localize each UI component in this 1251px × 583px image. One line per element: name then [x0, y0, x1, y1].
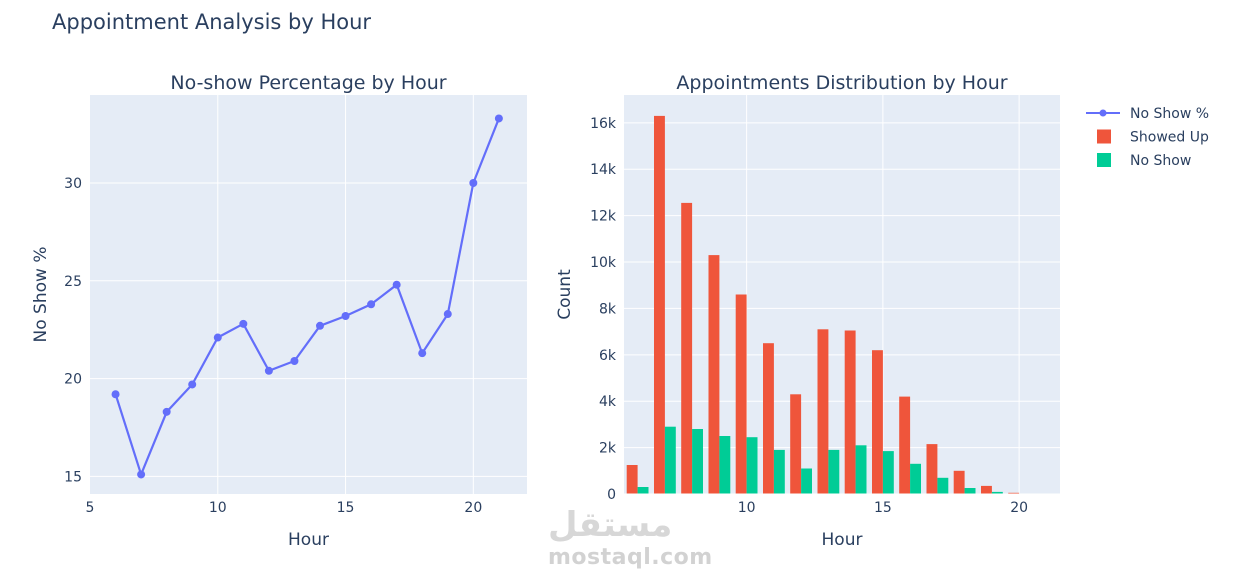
- bar-no-show: [910, 463, 921, 494]
- legend-label: No Show %: [1130, 106, 1209, 122]
- y-tick-label: 16k: [590, 116, 617, 132]
- bar-no-show: [855, 445, 867, 494]
- y-tick-label: 20: [64, 372, 82, 388]
- watermark-logo: مستقل mostaql.com: [540, 505, 713, 575]
- bar-showed-up: [899, 396, 911, 494]
- watermark-arabic: مستقل: [548, 505, 673, 545]
- x-tick-label: 20: [464, 500, 482, 516]
- y-tick-label: 6k: [599, 348, 617, 364]
- bar-no-show: [637, 487, 649, 494]
- legend-marker-symbol: [1099, 109, 1107, 117]
- y-tick-label: 15: [64, 469, 82, 485]
- bar-showed-up: [790, 394, 802, 495]
- bar-showed-up: [626, 465, 638, 494]
- x-axis-label-2: Hour: [822, 530, 863, 550]
- x-tick-label: 10: [738, 500, 756, 516]
- bar-no-show: [991, 491, 1003, 494]
- data-point: [162, 407, 171, 416]
- y-axis-label-2: Count: [555, 269, 575, 320]
- y-tick-label: 25: [64, 274, 82, 290]
- bar-showed-up: [953, 470, 965, 494]
- y-tick-label: 8k: [599, 301, 617, 317]
- y-tick-label: 14k: [590, 162, 617, 178]
- bar-showed-up: [654, 115, 665, 495]
- x-tick-label: 5: [86, 500, 95, 516]
- legend-box-symbol: [1097, 129, 1111, 144]
- y-tick-label: 30: [64, 176, 82, 192]
- data-point: [111, 390, 120, 399]
- y-tick-label: 0: [607, 487, 616, 503]
- data-point: [316, 321, 324, 330]
- bar-showed-up: [981, 485, 992, 494]
- plot-area-2: [624, 95, 1060, 494]
- y-tick-label: 2k: [599, 441, 617, 457]
- bar-showed-up: [1008, 492, 1020, 494]
- bar-showed-up: [844, 330, 856, 494]
- data-point: [494, 114, 503, 123]
- data-point: [290, 357, 299, 365]
- bar-showed-up: [681, 202, 693, 494]
- bar-showed-up: [817, 329, 829, 494]
- bar-no-show: [882, 451, 894, 494]
- data-point: [239, 319, 248, 328]
- data-point: [469, 179, 478, 188]
- watermark-latin: mostaql.com: [548, 545, 713, 570]
- chart-title-1: No-show Percentage by Hour: [170, 72, 446, 94]
- bar-showed-up: [735, 294, 747, 494]
- bar-showed-up: [708, 255, 720, 494]
- bar-no-show: [664, 426, 676, 494]
- bar-no-show: [937, 477, 949, 494]
- bar-no-show: [773, 449, 785, 494]
- bar-no-show: [964, 488, 976, 494]
- data-point: [213, 333, 222, 342]
- data-point: [443, 310, 452, 319]
- bar-no-show: [692, 429, 703, 494]
- x-tick-label: 20: [1010, 500, 1028, 516]
- bar-no-show: [828, 449, 840, 494]
- bar-showed-up: [926, 444, 938, 494]
- data-point: [418, 349, 427, 358]
- bar-no-show: [746, 437, 758, 494]
- y-tick-label: 12k: [590, 209, 617, 225]
- bar-no-show: [719, 436, 731, 494]
- legend-label: Showed Up: [1130, 130, 1209, 146]
- bar-showed-up: [872, 350, 883, 494]
- x-tick-label: 10: [209, 500, 227, 516]
- y-tick-label: 10k: [590, 255, 617, 271]
- figure-title: Appointment Analysis by Hour: [52, 10, 372, 34]
- chart-title-2: Appointments Distribution by Hour: [676, 72, 1007, 94]
- series-line-no-show-pct: [114, 118, 500, 478]
- bar-no-show: [801, 468, 812, 494]
- data-point: [341, 312, 350, 321]
- plot-area-1: [90, 95, 527, 494]
- data-point: [367, 300, 376, 309]
- y-tick-label: 4k: [599, 394, 617, 410]
- data-point: [392, 280, 401, 289]
- bar-showed-up: [763, 343, 774, 494]
- data-point: [264, 366, 273, 375]
- x-tick-label: 15: [337, 500, 355, 516]
- x-tick-label: 15: [874, 500, 892, 516]
- data-point: [188, 380, 197, 389]
- y-axis-label-1: No Show %: [31, 247, 51, 343]
- legend-box-symbol: [1097, 153, 1111, 167]
- x-axis-label-1: Hour: [288, 530, 329, 550]
- data-point: [137, 470, 146, 479]
- legend-label: No Show: [1130, 153, 1191, 169]
